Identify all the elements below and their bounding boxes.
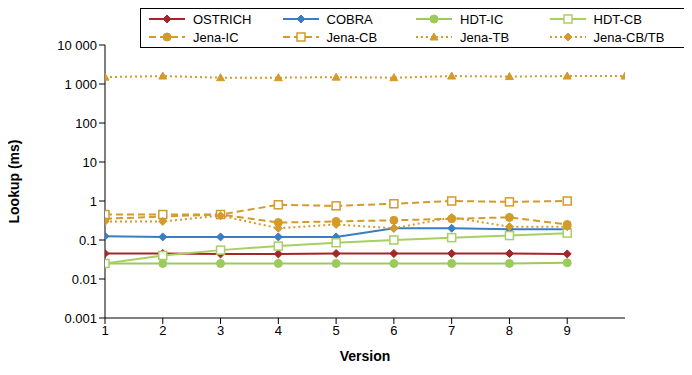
- svg-text:0.1: 0.1: [79, 233, 97, 248]
- svg-text:7: 7: [448, 323, 455, 338]
- svg-text:10 000: 10 000: [57, 38, 97, 53]
- html-text:OSTRICH: OSTRICH: [193, 11, 252, 27]
- svg-text:1: 1: [101, 323, 108, 338]
- html-text:HDT-CB: HDT-CB: [593, 11, 642, 27]
- svg-text:4: 4: [275, 323, 282, 338]
- html-text:Jena-IC: Jena-IC: [193, 29, 239, 45]
- svg-text:6: 6: [390, 323, 397, 338]
- svg-text:5: 5: [332, 323, 339, 338]
- svg-text:100: 100: [75, 116, 97, 131]
- html-text:HDT-IC: HDT-IC: [460, 11, 504, 27]
- svg-text:Version: Version: [340, 348, 391, 364]
- svg-text:8: 8: [506, 323, 513, 338]
- svg-text:Lookup (ms): Lookup (ms): [8, 140, 22, 224]
- html-text:Jena-CB: Jena-CB: [326, 29, 378, 45]
- html-text:COBRA: COBRA: [326, 11, 373, 27]
- svg-text:3: 3: [217, 323, 224, 338]
- svg-text:0.001: 0.001: [64, 311, 97, 326]
- svg-text:1 000: 1 000: [64, 77, 97, 92]
- svg-text:0.01: 0.01: [72, 272, 97, 287]
- html-text:Jena-TB: Jena-TB: [460, 29, 510, 45]
- svg-text:1: 1: [90, 194, 97, 209]
- svg-text:2: 2: [159, 323, 166, 338]
- svg-text:9: 9: [564, 323, 571, 338]
- svg-text:10: 10: [83, 155, 97, 170]
- html-text:Jena-CB/TB: Jena-CB/TB: [593, 29, 665, 45]
